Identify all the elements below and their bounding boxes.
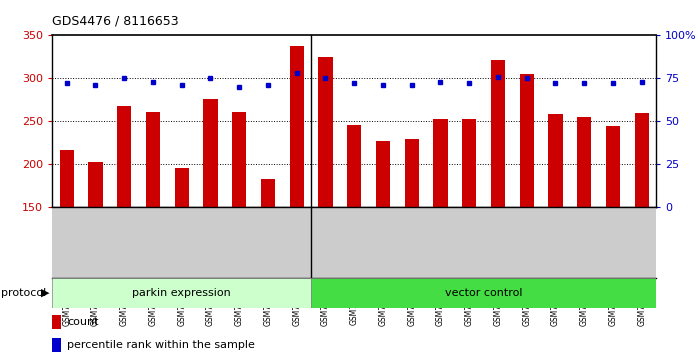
Bar xyxy=(433,119,447,207)
Bar xyxy=(491,60,505,207)
Text: percentile rank within the sample: percentile rank within the sample xyxy=(68,340,255,350)
Bar xyxy=(577,117,591,207)
Bar xyxy=(88,162,103,207)
Bar xyxy=(203,99,218,207)
Bar xyxy=(261,179,275,207)
Text: parkin expression: parkin expression xyxy=(133,288,231,298)
Bar xyxy=(376,141,390,207)
Bar xyxy=(52,315,61,329)
Bar xyxy=(405,139,419,207)
Bar xyxy=(549,114,563,207)
Bar xyxy=(146,112,160,207)
Text: vector control: vector control xyxy=(445,288,522,298)
Bar xyxy=(290,46,304,207)
Bar xyxy=(606,126,621,207)
Bar xyxy=(311,278,656,308)
Bar xyxy=(52,278,311,308)
Bar xyxy=(117,106,131,207)
Text: count: count xyxy=(68,317,99,327)
Bar xyxy=(462,119,477,207)
Text: protocol: protocol xyxy=(1,288,47,298)
Text: ▶: ▶ xyxy=(40,288,49,298)
Bar xyxy=(634,113,649,207)
Text: GDS4476 / 8116653: GDS4476 / 8116653 xyxy=(52,14,179,27)
Bar xyxy=(347,125,362,207)
Bar xyxy=(318,57,333,207)
Bar xyxy=(52,338,61,352)
Bar xyxy=(519,74,534,207)
Bar xyxy=(59,150,74,207)
Bar xyxy=(174,169,189,207)
Bar xyxy=(232,112,246,207)
